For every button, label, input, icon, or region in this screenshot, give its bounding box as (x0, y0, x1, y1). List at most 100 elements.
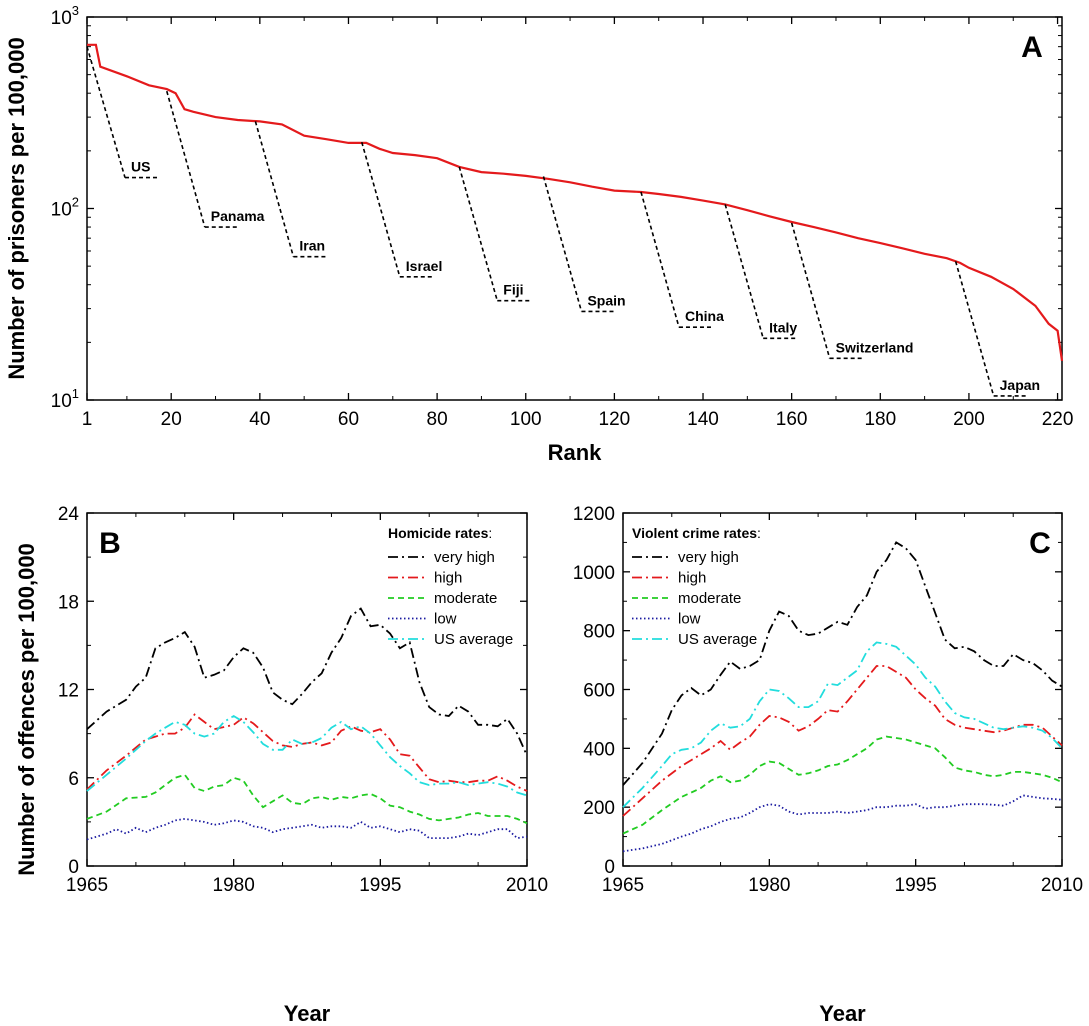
x-tick-label: 60 (338, 409, 359, 430)
x-tick-label: 40 (249, 409, 270, 430)
y-tick-label: 0 (68, 857, 79, 878)
x-axis-label: Year (284, 1001, 331, 1026)
series-line-low (86, 817, 528, 841)
annotation-iran: Iran (254, 121, 328, 258)
x-tick-label: 160 (776, 409, 808, 430)
annotation-italy: Italy (724, 204, 797, 340)
annotation-fiji: Fiji (458, 166, 532, 302)
x-tick-label: 100 (510, 409, 542, 430)
annotation-japan: Japan (954, 261, 1040, 397)
annotation-label: Switzerland (836, 339, 914, 355)
series-line-high (622, 665, 1063, 817)
x-tick-label: 1980 (213, 875, 255, 896)
legend-label: US average (434, 631, 513, 648)
legend-label: high (678, 570, 706, 587)
y-tick-label: 1000 (573, 563, 615, 584)
x-tick-label: 1965 (66, 875, 108, 896)
x-tick-label: 200 (953, 409, 985, 430)
y-tick-exponent: 1 (72, 386, 79, 401)
x-tick-label: 120 (599, 409, 631, 430)
y-tick-exponent: 2 (72, 195, 79, 210)
panel-c-violent-crime-chart: 1965 1980 1995 2010 0 200 400 600 800 1000 1200 Vio… (573, 504, 1083, 1026)
y-tick-exponent: 3 (72, 3, 79, 18)
y-tick-base: 10 (51, 200, 72, 221)
y-tick-label: 102 (51, 195, 79, 221)
x-tick-label: 1965 (602, 875, 644, 896)
legend-item-very-high: very high (388, 549, 495, 566)
x-tick-label: 140 (687, 409, 719, 430)
annotation-label: Iran (299, 238, 325, 254)
legend-label: low (434, 611, 457, 628)
annotation-label: Japan (1000, 377, 1040, 393)
legend-label: US average (678, 631, 757, 648)
y-tick-base: 10 (51, 391, 72, 412)
x-tick-label: 20 (161, 409, 182, 430)
x-tick-label: 1980 (748, 875, 790, 896)
x-tick-label: 1995 (895, 875, 937, 896)
legend-item-very-high: very high (632, 549, 739, 566)
annotation-label: US (131, 159, 150, 175)
y-tick-label: 24 (58, 504, 80, 525)
legend-title-text: Homicide rates (388, 525, 489, 541)
legend: Homicide rates: very high high moderate low U… (388, 525, 513, 648)
annotation-leader-line (724, 204, 764, 339)
legend-label: moderate (434, 590, 497, 607)
annotation-label: Fiji (503, 282, 523, 298)
legend-label: very high (434, 549, 495, 566)
y-tick-label: 600 (583, 681, 615, 702)
y-tick-label: 200 (583, 798, 615, 819)
annotation-leader-line (361, 141, 401, 277)
annotation-leader-line (790, 222, 831, 359)
x-tick-label: 2010 (506, 875, 548, 896)
legend-label: low (678, 611, 701, 628)
annotation-leader-line (640, 191, 680, 328)
annotation-spain: Spain (542, 176, 626, 313)
legend-title-text: Violent crime rates (632, 525, 757, 541)
legend-item-us-average: US average (632, 631, 757, 648)
legend-label: moderate (678, 590, 741, 607)
legend-item-low: low (388, 611, 457, 628)
annotation-leader-line (542, 176, 583, 312)
y-axis-label: Number of offences per 100,000 (14, 543, 39, 876)
series-line-low (622, 794, 1063, 853)
x-axis-label: Rank (548, 440, 603, 465)
y-tick-label: 6 (68, 769, 79, 790)
x-tick-label: 80 (427, 409, 448, 430)
panel-label: C (1029, 527, 1051, 560)
legend-item-moderate: moderate (632, 590, 741, 607)
series-line-prisoners (87, 43, 1064, 362)
series-line-moderate (86, 773, 528, 825)
annotation-us: US (86, 46, 159, 179)
series-line-us-average (86, 714, 528, 797)
annotation-panama: Panama (166, 90, 265, 228)
annotation-china: China (640, 191, 724, 328)
x-axis-label: Year (819, 1001, 866, 1026)
legend-title-colon: : (757, 525, 761, 541)
annotation-leader-line (166, 90, 206, 228)
annotation-leader-line (458, 166, 499, 301)
legend-item-high: high (632, 570, 706, 587)
annotation-label: Israel (406, 258, 443, 274)
x-tick-label: 220 (1042, 409, 1074, 430)
series-line-very-high (86, 607, 528, 757)
annotation-label: China (685, 308, 724, 324)
series-line-high (86, 713, 528, 792)
annotation-switzerland: Switzerland (790, 222, 914, 360)
y-axis-label: Number of prisoners per 100,000 (4, 37, 29, 379)
legend-item-us-average: US average (388, 631, 513, 648)
legend-label: very high (678, 549, 739, 566)
legend-item-moderate: moderate (388, 590, 497, 607)
panel-b-homicide-chart: 1965 1980 1995 2010 0 6 12 18 24 Homicide rates: v… (14, 504, 548, 1026)
y-tick-label: 0 (604, 857, 615, 878)
annotation-label: Panama (211, 208, 265, 224)
legend-label: high (434, 570, 462, 587)
x-tick-label: 1 (82, 409, 93, 430)
panel-label: B (99, 527, 121, 560)
y-tick-label: 12 (58, 681, 79, 702)
legend-title-colon: : (488, 525, 492, 541)
annotation-leader-line (954, 261, 995, 397)
legend-item-low: low (632, 611, 701, 628)
legend-item-high: high (388, 570, 462, 587)
x-tick-label: 180 (864, 409, 896, 430)
legend-title: Violent crime rates: (632, 525, 761, 541)
